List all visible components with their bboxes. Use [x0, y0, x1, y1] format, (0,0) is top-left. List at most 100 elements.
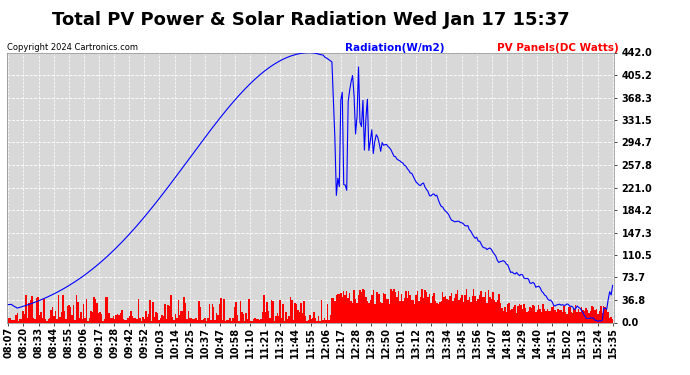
- Bar: [422, 289, 423, 322]
- Bar: [325, 320, 327, 322]
- Bar: [423, 298, 424, 322]
- Bar: [173, 320, 175, 322]
- Bar: [417, 291, 418, 322]
- Bar: [104, 319, 105, 322]
- Bar: [516, 313, 518, 322]
- Bar: [321, 300, 322, 322]
- Bar: [540, 309, 541, 322]
- Bar: [291, 300, 293, 322]
- Bar: [476, 301, 477, 322]
- Bar: [384, 294, 386, 322]
- Bar: [197, 321, 198, 322]
- Bar: [343, 291, 344, 322]
- Bar: [497, 300, 498, 322]
- Bar: [164, 304, 166, 322]
- Bar: [277, 312, 278, 322]
- Bar: [98, 314, 99, 322]
- Text: Copyright 2024 Cartronics.com: Copyright 2024 Cartronics.com: [7, 43, 138, 52]
- Bar: [510, 310, 511, 322]
- Bar: [255, 318, 256, 322]
- Bar: [595, 309, 597, 322]
- Bar: [466, 289, 467, 322]
- Bar: [455, 294, 457, 322]
- Bar: [424, 290, 426, 322]
- Bar: [61, 312, 62, 322]
- Bar: [95, 299, 97, 322]
- Bar: [402, 300, 404, 322]
- Bar: [172, 317, 173, 322]
- Bar: [573, 309, 575, 322]
- Bar: [57, 319, 58, 322]
- Bar: [482, 297, 484, 322]
- Bar: [286, 312, 287, 322]
- Bar: [477, 299, 479, 322]
- Bar: [150, 300, 151, 322]
- Bar: [151, 321, 152, 322]
- Bar: [606, 309, 607, 322]
- Bar: [243, 314, 244, 322]
- Bar: [603, 306, 604, 322]
- Bar: [580, 312, 581, 322]
- Bar: [53, 316, 55, 322]
- Bar: [485, 292, 486, 322]
- Bar: [346, 291, 348, 322]
- Bar: [102, 321, 103, 322]
- Bar: [563, 306, 564, 322]
- Bar: [511, 309, 513, 322]
- Bar: [50, 310, 52, 322]
- Bar: [302, 313, 303, 322]
- Bar: [593, 307, 594, 322]
- Bar: [415, 296, 417, 322]
- Bar: [68, 305, 70, 322]
- Bar: [309, 315, 310, 322]
- Bar: [130, 311, 132, 322]
- Bar: [430, 303, 432, 322]
- Bar: [36, 298, 37, 322]
- Bar: [251, 321, 253, 322]
- Bar: [463, 302, 464, 322]
- Bar: [395, 292, 396, 322]
- Bar: [84, 318, 86, 322]
- Bar: [495, 302, 497, 322]
- Bar: [80, 312, 81, 322]
- Bar: [404, 298, 405, 322]
- Bar: [322, 320, 324, 322]
- Bar: [611, 317, 612, 322]
- Bar: [9, 318, 10, 322]
- Bar: [83, 304, 84, 322]
- Bar: [383, 293, 384, 322]
- Bar: [470, 302, 471, 322]
- Bar: [581, 307, 582, 322]
- Bar: [396, 297, 397, 322]
- Bar: [334, 301, 335, 322]
- Bar: [380, 302, 382, 322]
- Bar: [191, 318, 193, 322]
- Bar: [135, 318, 136, 322]
- Bar: [585, 308, 586, 322]
- Bar: [315, 318, 317, 322]
- Bar: [114, 320, 115, 322]
- Bar: [488, 290, 489, 322]
- Bar: [575, 305, 576, 322]
- Bar: [262, 312, 263, 322]
- Bar: [551, 307, 553, 322]
- Bar: [294, 303, 296, 322]
- Bar: [224, 298, 225, 322]
- Bar: [59, 317, 61, 322]
- Bar: [222, 320, 224, 322]
- Bar: [353, 290, 355, 322]
- Bar: [188, 310, 189, 322]
- Bar: [170, 296, 172, 322]
- Bar: [287, 319, 288, 322]
- Bar: [146, 317, 148, 322]
- Bar: [284, 321, 286, 322]
- Bar: [339, 294, 340, 322]
- Bar: [278, 316, 279, 322]
- Bar: [117, 314, 119, 322]
- Bar: [182, 311, 184, 322]
- Bar: [406, 298, 408, 322]
- Bar: [524, 308, 526, 322]
- Bar: [297, 310, 299, 322]
- Bar: [167, 305, 168, 322]
- Bar: [256, 319, 257, 322]
